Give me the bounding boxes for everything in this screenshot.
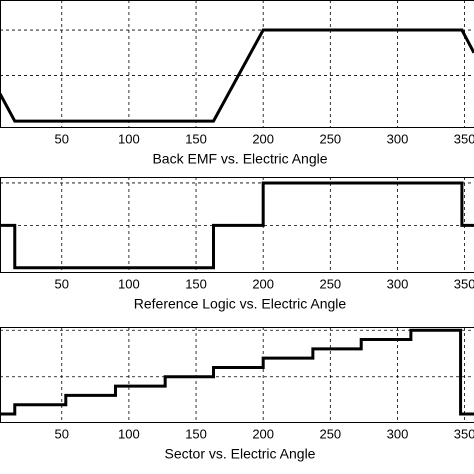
x-tick-label: 50 [55, 276, 69, 291]
x-tick-label: 250 [319, 276, 341, 291]
line [0, 28, 474, 123]
x-tick-label: 100 [118, 131, 140, 146]
x-tick-label: 100 [118, 426, 140, 441]
x-tick-label: 250 [319, 426, 341, 441]
x-tick-label: 150 [185, 426, 207, 441]
x-tick-label: 50 [55, 131, 69, 146]
axes-box [0, 0, 474, 128]
x-tick-label: 350 [454, 131, 474, 146]
x-tick-label: 150 [185, 276, 207, 291]
line [0, 328, 474, 416]
x-tick-label: 300 [387, 276, 409, 291]
chart-title: Sector vs. Electric Angle [165, 446, 316, 462]
x-tick-label: 350 [454, 426, 474, 441]
x-tick-label: 200 [252, 276, 274, 291]
x-tick-label: 300 [387, 131, 409, 146]
chart-title: Back EMF vs. Electric Angle [152, 151, 327, 167]
x-tick-label: 100 [118, 276, 140, 291]
x-tick-label: 200 [252, 131, 274, 146]
x-tick-label: 50 [55, 426, 69, 441]
axes-box [0, 327, 474, 423]
x-tick-label: 200 [252, 426, 274, 441]
line [0, 181, 474, 270]
x-tick-label: 300 [387, 426, 409, 441]
x-tick-label: 150 [185, 131, 207, 146]
chart-title: Reference Logic vs. Electric Angle [134, 296, 347, 312]
x-tick-label: 250 [319, 131, 341, 146]
x-tick-label: 350 [454, 276, 474, 291]
